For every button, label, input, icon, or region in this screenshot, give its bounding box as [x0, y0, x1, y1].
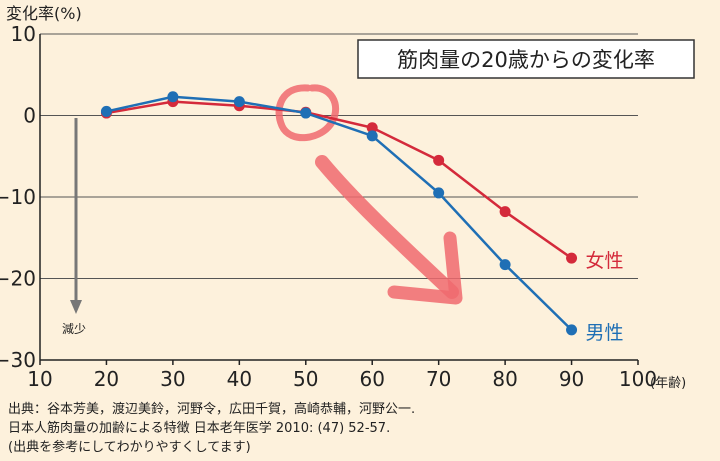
data-point: [433, 187, 445, 199]
x-tick-label: 100: [619, 367, 657, 391]
x-tick-label: 80: [492, 367, 517, 391]
data-point: [566, 252, 578, 264]
series-label: 男性: [586, 322, 624, 344]
title-box: [357, 39, 695, 79]
annotation-arrow-body: [315, 155, 459, 299]
y-tick-label: −10: [0, 185, 36, 209]
data-point: [366, 122, 378, 134]
source-line-2: 日本人筋肉量の加齢による特徴 日本老年医学 2010: (47) 52-57.: [8, 421, 391, 436]
source-citation: 出典：谷本芳美，渡辺美鈴，河野令，広田千賀，高崎恭輔，河野公一. 日本人筋肉量の…: [8, 400, 415, 457]
grid-lines: [40, 33, 638, 279]
data-point: [300, 107, 312, 119]
source-line-1: 出典：谷本芳美，渡辺美鈴，河野令，広田千賀，高崎恭輔，河野公一.: [8, 402, 416, 417]
series-line-2: [106, 95, 573, 331]
y-tick-label: −20: [0, 267, 36, 291]
series-label: 女性: [586, 250, 624, 272]
data-point: [499, 259, 511, 271]
data-point: [566, 324, 578, 336]
x-axis-unit: (年齢): [650, 376, 686, 391]
x-tick-label: 20: [94, 367, 119, 391]
series-line-1: [106, 100, 573, 260]
data-point: [233, 96, 245, 108]
annotation-arrow-head: [387, 231, 463, 305]
x-tick-label: 60: [359, 367, 384, 391]
chart-title: 筋肉量の20歳からの変化率: [397, 48, 655, 72]
annotation-circle: [275, 84, 340, 142]
data-point: [167, 91, 179, 103]
source-line-3: (出典を参考にしてわかりやすくしてます): [8, 440, 251, 455]
y-tick-label: 0: [23, 104, 36, 128]
x-tick-label: 50: [293, 367, 318, 391]
x-tick-label: 70: [426, 367, 451, 391]
x-tick-label: 30: [160, 367, 185, 391]
decline-label: 減少: [62, 321, 86, 336]
x-tick-label: 90: [559, 367, 584, 391]
decline-arrow: [70, 118, 82, 314]
data-point: [100, 105, 112, 117]
x-tick-label: 40: [227, 367, 252, 391]
y-tick-label: 10: [11, 22, 36, 46]
x-tick-label: 10: [27, 367, 52, 391]
annotation-marks: [275, 84, 463, 305]
data-point: [433, 154, 445, 166]
y-axis-label: 変化率(%): [6, 4, 82, 23]
y-tick-label: −30: [0, 348, 36, 372]
data-point: [499, 206, 511, 218]
data-point: [366, 130, 378, 142]
